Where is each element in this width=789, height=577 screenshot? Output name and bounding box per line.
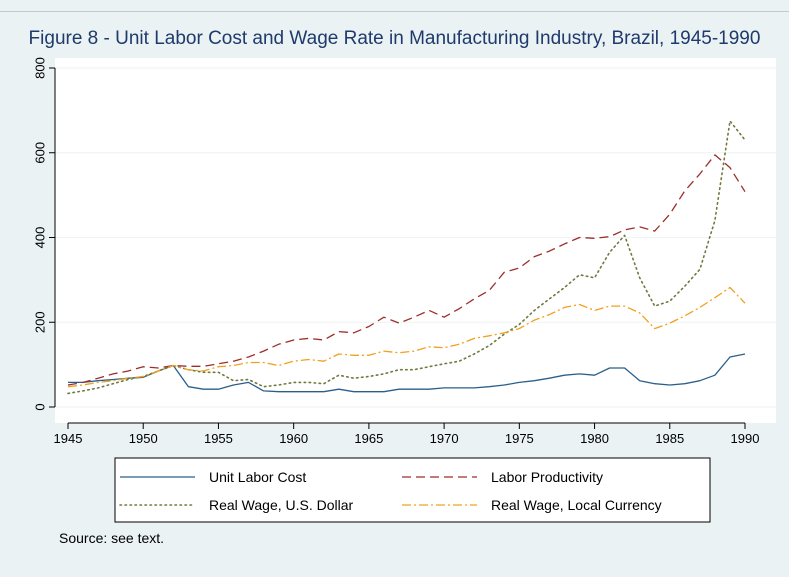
series-layer <box>67 120 746 395</box>
legend-label-3: Real Wage, U.S. Dollar <box>209 497 354 513</box>
x-tick-label: 1980 <box>580 431 609 446</box>
axes: 0 200 400 600 800 1945 1950 1955 1960 1965 1970 197… <box>32 57 759 446</box>
chart-title: Figure 8 - Unit Labor Cost and Wage Rate… <box>28 28 761 49</box>
x-tick-label: 1945 <box>54 431 83 446</box>
legend-label-4: Real Wage, Local Currency <box>491 497 662 513</box>
y-tick-label: 400 <box>32 227 47 249</box>
y-tick-label: 800 <box>32 57 47 79</box>
legend-label-2: Labor Productivity <box>491 469 603 485</box>
x-tick-label: 1965 <box>354 431 383 446</box>
x-tick-label: 1990 <box>731 431 760 446</box>
top-divider <box>0 11 789 12</box>
source-note: Source: see text. <box>59 530 165 546</box>
y-tick-label: 0 <box>32 403 47 410</box>
y-tick-label: 200 <box>32 311 47 333</box>
legend-label-1: Unit Labor Cost <box>209 469 306 485</box>
x-tick-label: 1975 <box>505 431 534 446</box>
gridlines <box>55 67 776 408</box>
legend-box <box>114 457 711 523</box>
series-line-2 <box>67 154 746 386</box>
legend: Unit Labor Cost Labor Productivity Real Wa… <box>119 469 662 513</box>
y-tick-label: 600 <box>32 142 47 164</box>
series-line-4 <box>67 286 746 388</box>
x-tick-label: 1985 <box>655 431 684 446</box>
x-tick-label: 1960 <box>279 431 308 446</box>
series-line-1 <box>68 353 746 393</box>
x-tick-label: 1970 <box>430 431 459 446</box>
x-tick-label: 1950 <box>129 431 158 446</box>
x-tick-label: 1955 <box>204 431 233 446</box>
plot-area <box>55 58 776 423</box>
